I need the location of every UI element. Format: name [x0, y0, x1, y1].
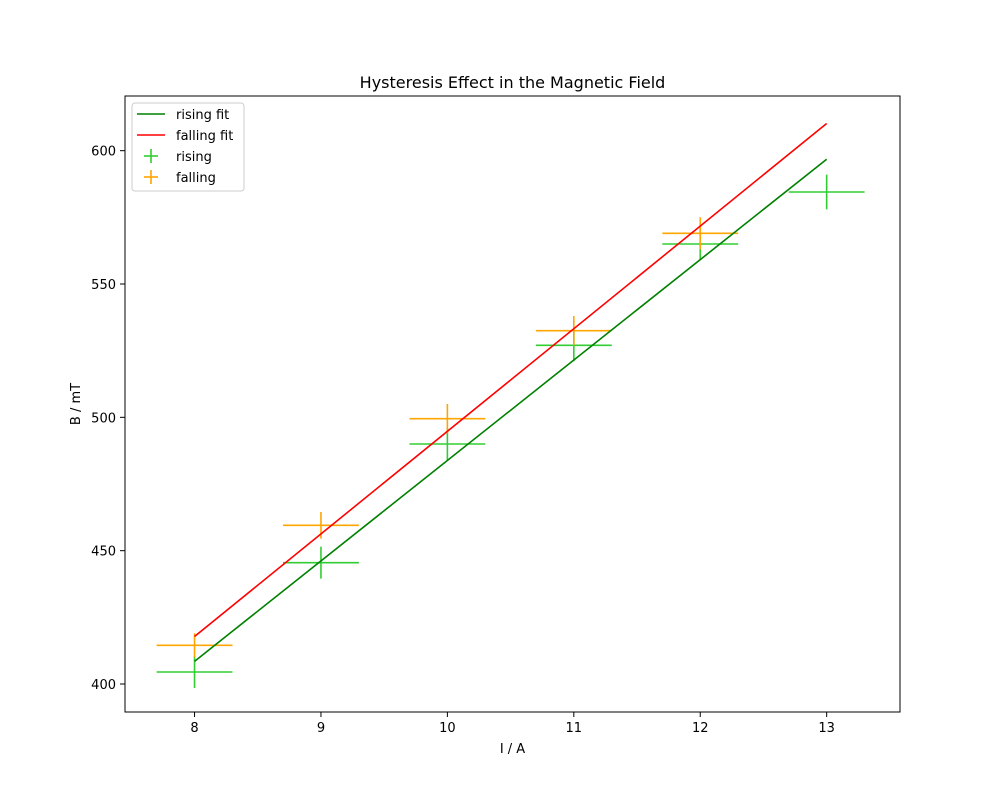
y-tick-label: 400	[91, 678, 116, 693]
x-tick-label: 11	[566, 721, 583, 736]
chart-title: Hysteresis Effect in the Magnetic Field	[360, 73, 666, 92]
legend: rising fit falling fit rising falling	[131, 102, 245, 192]
falling-data-point	[156, 633, 233, 658]
y-axis-label: B / mT	[69, 383, 84, 425]
plot-frame	[124, 95, 901, 713]
rising-data-point	[788, 174, 865, 210]
falling-data-point	[662, 217, 739, 250]
x-tick-label: 12	[692, 721, 709, 736]
rising-data-point	[283, 546, 359, 579]
legend-swatch-falling	[144, 170, 158, 184]
y-tick-label: 600	[91, 145, 116, 160]
x-tick-label: 8	[190, 721, 198, 736]
y-axis: 400 450 500 550 600	[91, 145, 125, 693]
falling-data-point	[409, 404, 486, 434]
x-axis-label: I / A	[500, 742, 525, 757]
legend-label: falling	[176, 171, 216, 186]
x-tick-label: 10	[439, 721, 456, 736]
legend-label: falling fit	[176, 129, 233, 144]
y-tick-label: 550	[91, 278, 116, 293]
y-tick-label: 450	[91, 545, 116, 560]
x-axis: 8 9 10 11 12 13	[190, 712, 835, 736]
y-tick-label: 500	[91, 411, 116, 426]
legend-label: rising fit	[176, 108, 229, 123]
legend-box	[131, 102, 245, 192]
rising-fit-line	[194, 158, 828, 662]
plot-area	[156, 122, 865, 688]
x-tick-label: 13	[818, 721, 835, 736]
legend-label: rising	[176, 150, 212, 165]
legend-swatch-rising	[144, 149, 158, 163]
x-tick-label: 9	[317, 721, 325, 736]
falling-fit-line	[194, 122, 828, 638]
falling-data-point	[535, 316, 612, 346]
